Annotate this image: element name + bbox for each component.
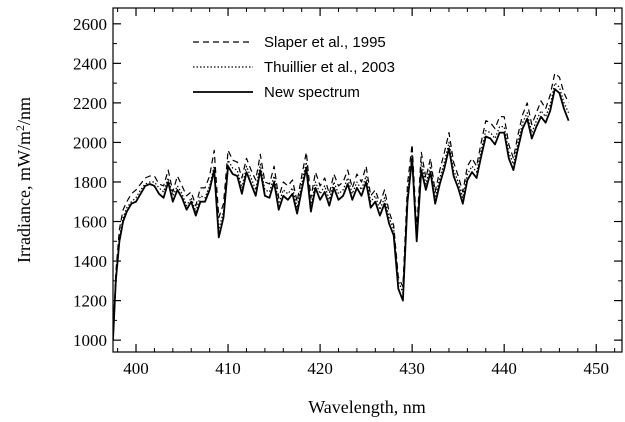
y-tick-label-1000: 1000 (73, 331, 107, 350)
y-tick-label-2600: 2600 (73, 15, 107, 34)
plot-frame (112, 7, 623, 353)
legend-label-2: New spectrum (264, 84, 360, 101)
x-tick-label-450: 450 (583, 359, 609, 378)
axis-ticks: 400 410 420 430 440 450 1000 1200 1400 1600 1800 20… (73, 8, 622, 378)
series-line-2 (113, 88, 570, 341)
x-tick-label-440: 440 (491, 359, 517, 378)
series-line-0 (113, 72, 570, 341)
y-tick-label-1200: 1200 (73, 292, 107, 311)
x-axis-title: Wavelength, nm (308, 397, 426, 417)
legend: Slaper et al., 1995 Thuillier et al., 200… (193, 34, 395, 101)
y-tick-label-1400: 1400 (73, 252, 107, 271)
y-tick-label-1800: 1800 (73, 173, 107, 192)
series-layer (113, 72, 570, 341)
x-tick-label-410: 410 (215, 359, 241, 378)
y-tick-label-2000: 2000 (73, 133, 107, 152)
legend-label-0: Slaper et al., 1995 (264, 34, 386, 51)
legend-label-1: Thuillier et al., 2003 (264, 59, 395, 76)
x-tick-label-400: 400 (123, 359, 149, 378)
x-tick-label-420: 420 (307, 359, 333, 378)
y-tick-label-1600: 1600 (73, 213, 107, 232)
y-tick-label-2200: 2200 (73, 94, 107, 113)
series-line-1 (113, 82, 570, 341)
y-axis-title: Irradiance, mW/m2/nm (13, 97, 34, 263)
y-tick-label-2400: 2400 (73, 54, 107, 73)
x-tick-label-430: 430 (399, 359, 425, 378)
